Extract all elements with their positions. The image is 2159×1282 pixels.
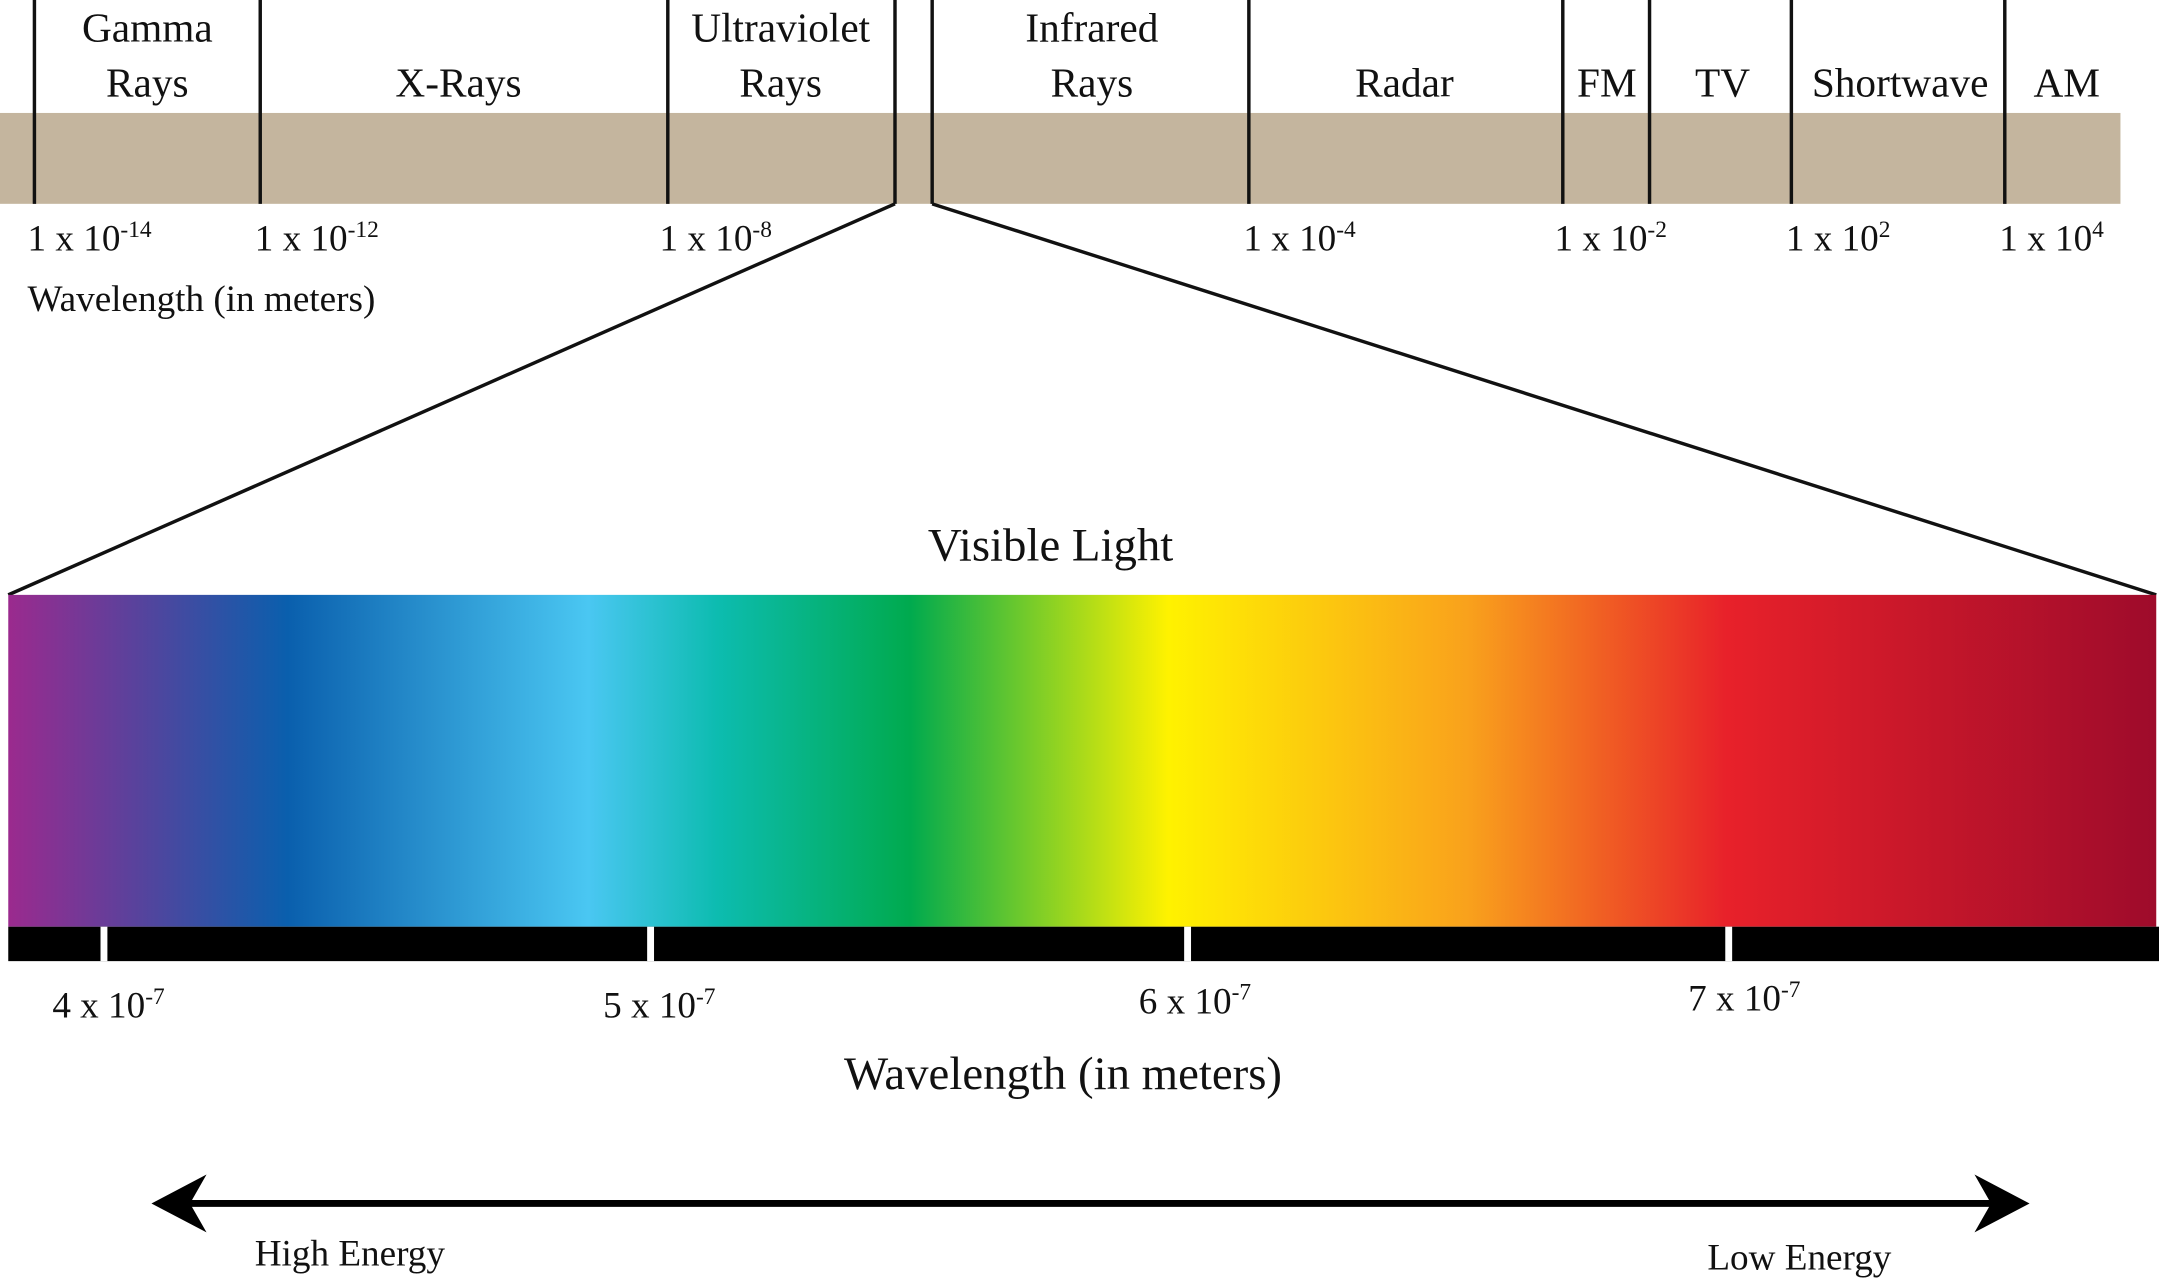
tick-base: 7 x 10 (1688, 979, 1781, 1020)
visible-tick: 7 x 10-7 (1688, 977, 1801, 1020)
wavelength-tick: 1 x 10-4 (1243, 217, 1356, 260)
region-label: Radar (1355, 59, 1454, 105)
tick-exponent: -8 (752, 217, 772, 243)
scale-gap (1184, 926, 1192, 962)
zoom-line (931, 202, 2157, 597)
region-label: AM (2033, 59, 2100, 105)
region-label: TV (1695, 59, 1750, 105)
wavelength-tick: 1 x 104 (1999, 217, 2104, 260)
energy-arrow (151, 1174, 2030, 1233)
dividers (7, 0, 2157, 597)
arrow-head-left (151, 1174, 207, 1233)
visible-tick: 6 x 10-7 (1139, 980, 1252, 1023)
scale-gap (647, 926, 655, 962)
tick-exponent: -7 (145, 984, 165, 1010)
region-label: FM (1577, 59, 1637, 105)
region-label: Infrared (1025, 4, 1158, 50)
tick-base: 6 x 10 (1139, 981, 1232, 1022)
tick-base: 1 x 10 (1786, 219, 1879, 260)
wavelength-tick: 1 x 10-8 (660, 217, 772, 260)
region-label: Rays (106, 59, 189, 105)
tick-base: 1 x 10 (1243, 219, 1336, 260)
tick-base: 1 x 10 (28, 219, 121, 260)
tick-base: 1 x 10 (255, 219, 348, 260)
tick-exponent: -14 (120, 217, 151, 243)
wavelength-tick: 1 x 10-2 (1555, 217, 1667, 260)
visible-tick: 5 x 10-7 (603, 984, 716, 1027)
scale-gap (100, 926, 108, 962)
region-label: Shortwave (1812, 59, 1989, 105)
scale-gap (1725, 926, 1733, 962)
high-energy-label: High Energy (255, 1233, 446, 1274)
visible-title: Visible Light (928, 519, 1173, 571)
tick-exponent: -2 (1647, 217, 1667, 243)
region-label: Gamma (82, 4, 213, 50)
visible-gradient (8, 594, 2157, 927)
visible-axis-label: Wavelength (in meters) (844, 1048, 1282, 1100)
tick-base: 1 x 10 (1999, 219, 2092, 260)
zoom-line (7, 202, 896, 597)
region-label: X-Rays (395, 59, 521, 105)
visible-scale-bar (8, 926, 2159, 962)
wavelength-tick: 1 x 102 (1786, 217, 1891, 260)
region-label: Rays (1051, 59, 1134, 105)
tick-base: 5 x 10 (603, 986, 696, 1027)
tick-exponent: 4 (2092, 217, 2104, 243)
tick-exponent: -7 (1781, 977, 1801, 1003)
tick-exponent: -7 (1232, 980, 1252, 1006)
tick-base: 1 x 10 (1555, 219, 1648, 260)
tick-exponent: -12 (348, 217, 379, 243)
region-label: Ultraviolet (691, 4, 870, 50)
axis-label: Wavelength (in meters) (28, 279, 376, 320)
tick-exponent: 2 (1879, 217, 1891, 243)
visible-tick: 4 x 10-7 (52, 984, 165, 1027)
spectrum-band (0, 112, 2121, 204)
wavelength-tick: 1 x 10-12 (255, 217, 379, 260)
region-label: Rays (739, 59, 822, 105)
low-energy-label: Low Energy (1707, 1238, 1891, 1279)
tick-exponent: -7 (696, 984, 716, 1010)
tick-base: 1 x 10 (660, 219, 753, 260)
tick-exponent: -4 (1336, 217, 1356, 243)
wavelength-tick: 1 x 10-14 (28, 217, 152, 260)
scale-gaps (100, 926, 1733, 962)
arrow-head-right (1974, 1174, 2030, 1233)
tick-base: 4 x 10 (52, 986, 145, 1027)
